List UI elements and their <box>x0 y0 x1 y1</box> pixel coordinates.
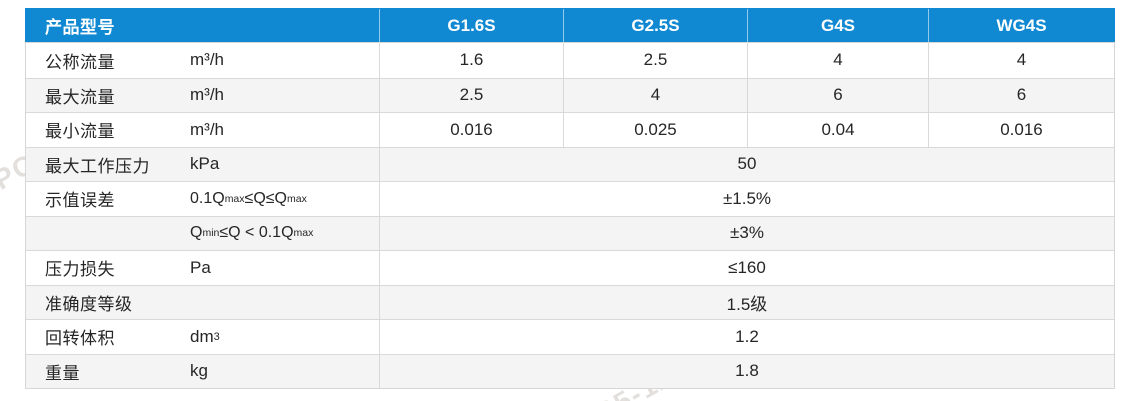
cell-value: 6 <box>928 78 1114 112</box>
cell-span-value: 1.5级 <box>379 285 1114 319</box>
formula-part: ≤Q < 0.1Q <box>219 224 294 242</box>
cell-value: 0.016 <box>928 113 1114 147</box>
product-spec-table: 产品型号 G1.6S G2.5S G4S WG4S 公称流量 m³/h 1.6 … <box>25 8 1115 389</box>
formula-part: ≤Q≤Q <box>244 189 287 207</box>
cell-span-value: ≤160 <box>379 251 1114 285</box>
cell-span-value: 50 <box>379 147 1114 181</box>
cell-value: 4 <box>563 78 747 112</box>
unit-base: dm <box>190 326 214 346</box>
row-unit <box>185 286 379 320</box>
cell-value: 2.5 <box>379 78 563 112</box>
cell-value: 6 <box>747 78 928 112</box>
table-row-max-flow: 最大流量 m³/h 2.5 4 6 6 <box>26 77 1114 112</box>
table-row-max-working-pressure: 最大工作压力 kPa 50 <box>26 146 1114 181</box>
table-row-min-flow: 最小流量 m³/h 0.016 0.025 0.04 0.016 <box>26 112 1114 147</box>
row-label: 最大工作压力 <box>45 156 150 176</box>
cell-span-value: ±3% <box>379 216 1114 250</box>
cell-value: 4 <box>747 43 928 78</box>
row-label: 准确度等级 <box>45 294 133 314</box>
row-label: 最大流量 <box>45 87 115 107</box>
header-model-g2-5s: G2.5S <box>563 9 747 42</box>
formula-part: 0.1Q <box>190 189 225 207</box>
row-unit: m³/h <box>190 85 224 105</box>
table-row-weight: 重量 kg 1.8 <box>26 353 1114 388</box>
header-product-model-label: 产品型号 <box>45 18 115 37</box>
cell-span-value: ±1.5% <box>379 182 1114 216</box>
table-row-indication-error-high: 示值误差 0.1Q max ≤Q≤Q max ±1.5% <box>26 181 1114 216</box>
row-unit: m³/h <box>190 119 224 139</box>
row-label <box>26 217 185 251</box>
table-row-accuracy-class: 准确度等级 1.5级 <box>26 284 1114 320</box>
row-unit: kPa <box>190 154 220 174</box>
cell-value: 4 <box>928 43 1114 78</box>
cell-value: 0.04 <box>747 113 928 147</box>
table-body: 公称流量 m³/h 1.6 2.5 4 4 最大流量 m³/h 2.5 4 6 … <box>25 42 1115 389</box>
cell-value: 0.025 <box>563 113 747 147</box>
row-label: 示值误差 <box>45 191 115 211</box>
cell-value: 0.016 <box>379 113 563 147</box>
header-model-g1-6s: G1.6S <box>379 9 563 42</box>
row-label: 回转体积 <box>45 329 115 349</box>
row-label: 公称流量 <box>45 52 115 72</box>
row-label: 重量 <box>45 363 80 383</box>
header-model-g4s: G4S <box>747 9 928 42</box>
row-label: 压力损失 <box>45 260 115 280</box>
cell-value: 1.6 <box>379 43 563 78</box>
cell-span-value: 1.8 <box>379 354 1114 388</box>
table-header-row: 产品型号 G1.6S G2.5S G4S WG4S <box>25 8 1115 42</box>
table-row-pressure-loss: 压力损失 Pa ≤160 <box>26 250 1114 285</box>
row-unit: dm 3 <box>190 326 220 346</box>
cell-value: 2.5 <box>563 43 747 78</box>
formula-part: Q <box>190 224 203 242</box>
cell-span-value: 1.2 <box>379 320 1114 354</box>
row-condition-formula: 0.1Q max ≤Q≤Q max <box>190 189 307 207</box>
table-row-nominal-flow: 公称流量 m³/h 1.6 2.5 4 4 <box>26 43 1114 78</box>
row-unit: Pa <box>190 257 211 277</box>
row-unit: kg <box>190 361 208 381</box>
row-label: 最小流量 <box>45 122 115 142</box>
table-row-cyclic-volume: 回转体积 dm 3 1.2 <box>26 319 1114 354</box>
row-unit: m³/h <box>190 50 224 70</box>
header-model-wg4s: WG4S <box>928 9 1114 42</box>
